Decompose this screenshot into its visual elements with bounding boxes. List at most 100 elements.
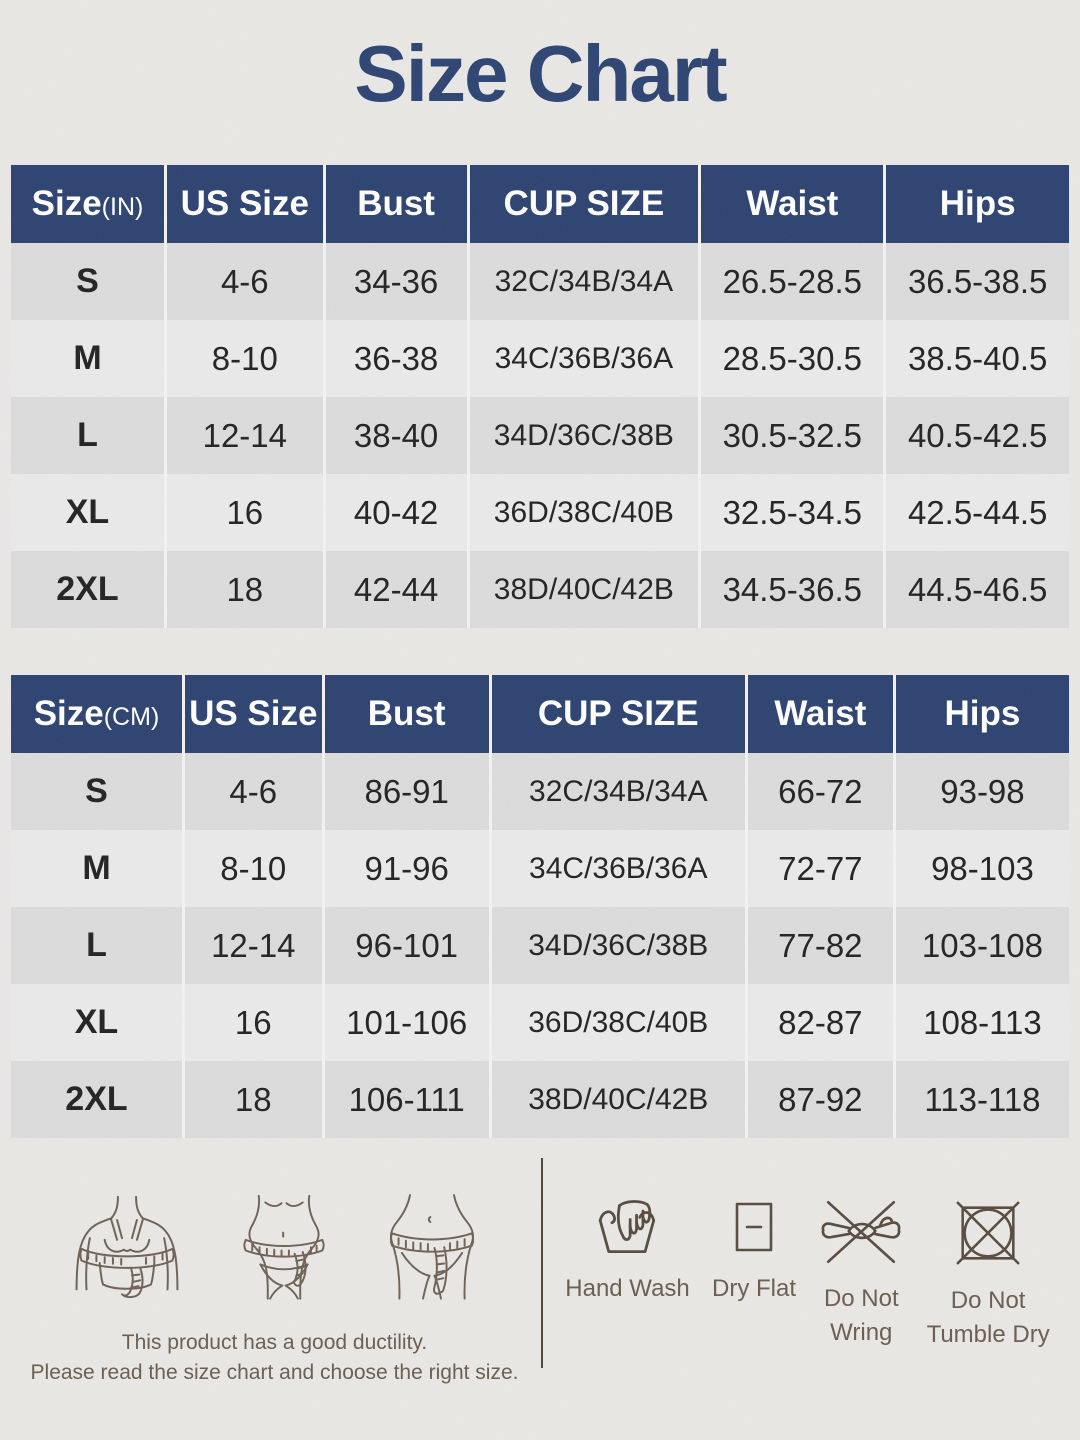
table-cell: M [11, 320, 167, 397]
do-not-tumble-dry-icon [956, 1201, 1020, 1265]
table-cell: 30.5-32.5 [699, 397, 887, 474]
table-cell: 66-72 [746, 753, 896, 830]
table-cell: 36D/38C/40B [490, 984, 748, 1061]
table-cell: 32C/34B/34A [490, 753, 748, 830]
header-row: Size(IN) US Size Bust CUP SIZE Waist Hip… [11, 165, 1069, 243]
col-header-hips: Hips [884, 165, 1069, 243]
col-header-bust: Bust [324, 165, 470, 243]
col-header-size-in: Size(IN) [11, 165, 167, 243]
table-cell: 8-10 [165, 320, 326, 397]
col-header-bust: Bust [323, 675, 492, 753]
table-cell: M [11, 830, 185, 907]
size-chart-page: Size Chart Size(IN) US Size Bust CUP SIZ… [0, 29, 1080, 1389]
table-cell: 34-36 [324, 243, 470, 320]
table-cell: 98-103 [894, 830, 1069, 907]
do-not-wring-icon [821, 1200, 901, 1264]
page-title: Size Chart [354, 29, 727, 118]
table-cell: 38D/40C/42B [468, 551, 702, 628]
table-cell: 82-87 [746, 984, 896, 1061]
table-cell: 32C/34B/34A [468, 243, 702, 320]
col-header-us-size: US Size [183, 675, 325, 753]
col-header-cup-size: CUP SIZE [468, 165, 702, 243]
table-cell: 113-118 [894, 1061, 1069, 1138]
table-row: L 12-14 38-40 34D/36C/38B 30.5-32.5 40.5-42.5 [11, 397, 1069, 474]
table-cell: XL [11, 474, 167, 551]
table-cell: 12-14 [165, 397, 326, 474]
table-cell: 40.5-42.5 [884, 397, 1069, 474]
care-label: Dry Flat [712, 1275, 797, 1302]
size-table-inches-body: S 4-6 34-36 32C/34B/34A 26.5-28.5 36.5-38.5 M 8… [11, 243, 1069, 628]
table-cell: 96-101 [323, 907, 492, 984]
table-cell: 103-108 [894, 907, 1069, 984]
col-header-waist: Waist [699, 165, 887, 243]
size-table-inches: Size(IN) US Size Bust CUP SIZE Waist Hip… [11, 165, 1069, 628]
table-cell: 34C/36B/36A [468, 320, 702, 397]
table-cell: 108-113 [894, 984, 1069, 1061]
table-cell: 18 [183, 1061, 325, 1138]
table-cell: 101-106 [323, 984, 492, 1061]
size-note-line1: This product has a good ductility. [121, 1331, 428, 1354]
care-label: Do Not Tumble Dry [926, 1287, 1050, 1348]
table-cell: 40-42 [324, 474, 470, 551]
measurement-guide: This product has a good ductility. Pleas… [8, 1180, 541, 1389]
table-cell: 87-92 [746, 1061, 896, 1138]
table-cell: 12-14 [183, 907, 325, 984]
table-cell: 4-6 [165, 243, 326, 320]
table-cell: 38D/40C/42B [490, 1061, 748, 1138]
table-cell: 28.5-30.5 [699, 320, 887, 397]
table-cell: 93-98 [894, 753, 1069, 830]
table-row: XL 16 40-42 36D/38C/40B 32.5-34.5 42.5-44.5 [11, 474, 1069, 551]
care-item-do-not-wring: Do Not Wring [818, 1196, 904, 1351]
table-cell: 38.5-40.5 [884, 320, 1069, 397]
table-cell: 38-40 [324, 397, 470, 474]
hips-measurement-figure [389, 1194, 474, 1300]
col-header-size-cm: Size(CM) [11, 675, 185, 753]
dry-flat-icon [735, 1202, 773, 1252]
hand-wash-icon [598, 1200, 655, 1253]
size-table-cm: Size(CM) US Size Bust CUP SIZE Waist Hip… [11, 675, 1069, 1138]
table-row: L 12-14 96-101 34D/36C/38B 77-82 103-108 [11, 907, 1069, 984]
table-cell: 106-111 [323, 1061, 492, 1138]
care-instructions: Hand Wash Dry Flat Do Not Wrin [543, 1180, 1072, 1351]
table-cell: 18 [165, 551, 326, 628]
table-cell: 26.5-28.5 [699, 243, 887, 320]
header-row: Size(CM) US Size Bust CUP SIZE Waist Hip… [11, 675, 1069, 753]
table-cell: 2XL [11, 1061, 185, 1138]
table-cell: 36.5-38.5 [884, 243, 1069, 320]
table-cell: 16 [165, 474, 326, 551]
table-cell: 34.5-36.5 [699, 551, 887, 628]
care-item-dry-flat: Dry Flat [712, 1196, 796, 1351]
table-row: S 4-6 86-91 32C/34B/34A 66-72 93-98 [11, 753, 1069, 830]
table-cell: 2XL [11, 551, 167, 628]
table-cell: 16 [183, 984, 325, 1061]
bust-measurement-figure [75, 1195, 178, 1299]
waist-measurement-figure [242, 1194, 325, 1300]
table-cell: 77-82 [746, 907, 896, 984]
care-item-do-not-tumble-dry: Do Not Tumble Dry [927, 1196, 1050, 1351]
col-header-waist: Waist [746, 675, 896, 753]
care-item-hand-wash: Hand Wash [565, 1196, 690, 1351]
table-cell: 8-10 [183, 830, 325, 907]
table-cell: 91-96 [323, 830, 492, 907]
table-cell: S [11, 243, 167, 320]
measurement-figures [8, 1180, 541, 1302]
bottom-section: This product has a good ductility. Pleas… [0, 1158, 1080, 1389]
table-cell: 72-77 [746, 830, 896, 907]
size-table-cm-body: S 4-6 86-91 32C/34B/34A 66-72 93-98 M 8-10 91-96… [11, 753, 1069, 1138]
table-cell: 42.5-44.5 [884, 474, 1069, 551]
table-cell: XL [11, 984, 185, 1061]
table-cell: 34C/36B/36A [490, 830, 748, 907]
size-note-line2: Please read the size chart and choose th… [30, 1361, 519, 1385]
table-row: XL 16 101-106 36D/38C/40B 82-87 108-113 [11, 984, 1069, 1061]
col-header-cup-size: CUP SIZE [490, 675, 748, 753]
table-cell: L [11, 397, 167, 474]
table-row: 2XL 18 42-44 38D/40C/42B 34.5-36.5 44.5-46.5 [11, 551, 1069, 628]
care-label: Do Not Wring [823, 1285, 899, 1346]
table-cell: 32.5-34.5 [699, 474, 887, 551]
table-cell: 34D/36C/38B [468, 397, 702, 474]
table-cell: 44.5-46.5 [884, 551, 1069, 628]
table-cell: 36-38 [324, 320, 470, 397]
table-cell: 42-44 [324, 551, 470, 628]
table-cell: 86-91 [323, 753, 492, 830]
table-cell: 36D/38C/40B [468, 474, 702, 551]
